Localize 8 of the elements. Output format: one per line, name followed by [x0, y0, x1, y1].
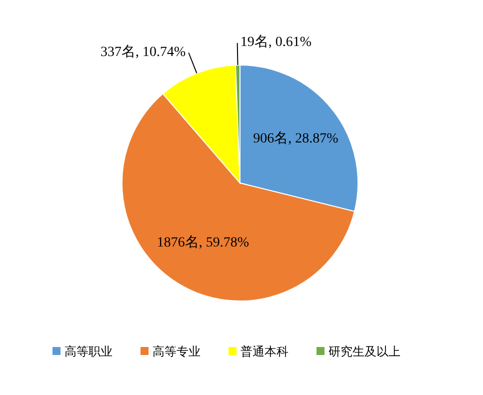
- legend-label: 普通本科: [240, 344, 288, 358]
- data-label: 19名, 0.61%: [240, 34, 312, 50]
- legend-label: 高等专业: [152, 344, 200, 358]
- data-label: 906名, 28.87%: [253, 130, 339, 147]
- data-label: 1876名, 59.78%: [156, 234, 250, 251]
- legend-label: 研究生及以上: [328, 344, 400, 358]
- data-label: 337名, 10.74%: [100, 44, 186, 60]
- legend-label: 高等职业: [64, 344, 112, 358]
